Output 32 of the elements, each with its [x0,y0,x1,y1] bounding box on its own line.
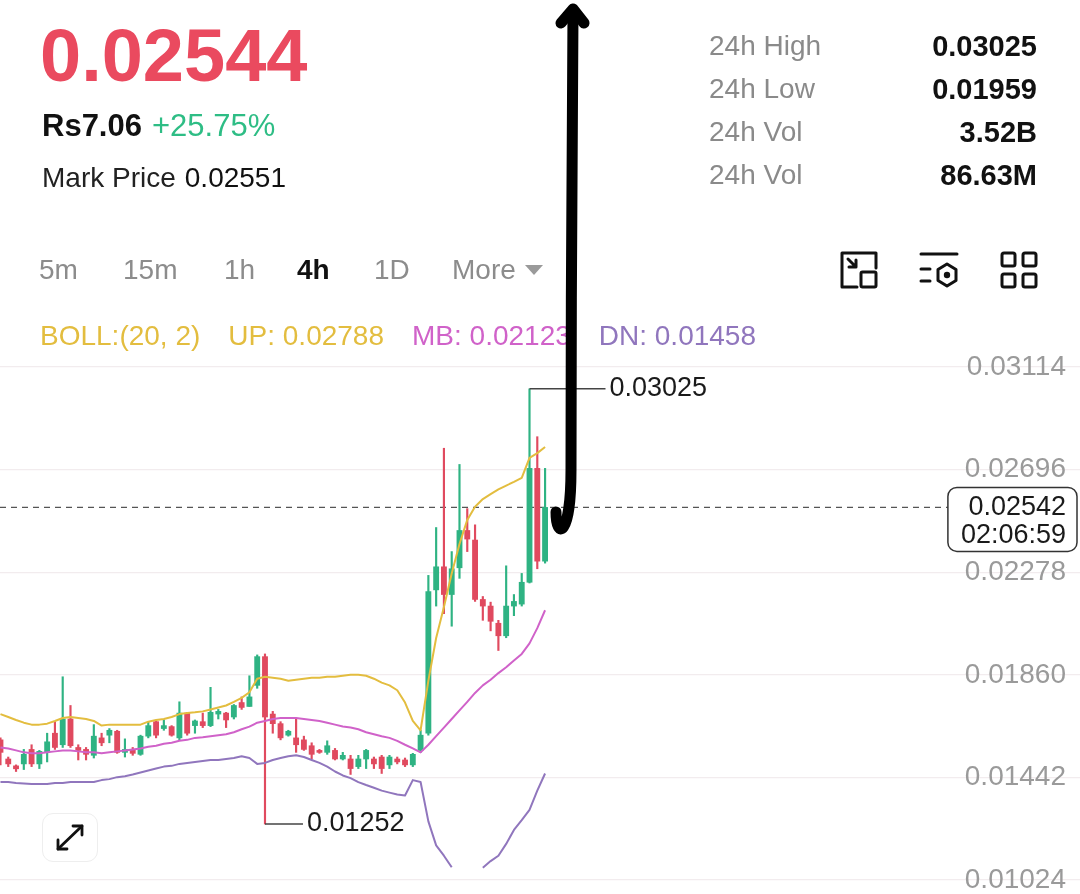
annotation: 0.01252 [306,807,405,838]
text: Rs7.06 [42,108,142,143]
y-tick-label: 0.01860 [964,657,1066,689]
text: 24h Vol [709,116,803,147]
chart-title: 0.02544 [40,14,308,97]
y-tick-label: 0.02696 [964,452,1066,484]
text: 86.63M [940,159,1037,191]
text: 5m [39,254,78,285]
text: 0.02551 [184,162,287,193]
text: DN: 0.01458 [598,320,757,351]
text: 0.02542 [968,490,1066,521]
text: 0.01959 [932,73,1037,105]
text: UP: 0.02788 [228,320,385,351]
text: 24h High [709,30,822,61]
text: 15m [123,254,178,285]
text: +25.75% [151,108,276,143]
text: 0.03025 [932,30,1037,62]
legend-title: BOLL:(20, 2) [40,320,201,351]
text: 3.52B [959,116,1037,148]
text: 1D [374,254,410,285]
y-tick-label: 0.01024 [964,862,1066,894]
text: 24h Low [709,73,815,104]
text: 1h [224,254,256,285]
text: More [452,254,516,285]
text: 24h Vol [709,159,803,190]
y-tick-label: 0.02278 [964,554,1066,586]
text: 0.03025 [609,372,708,403]
text: 02:06:59 [960,518,1066,549]
text: Mark Price [42,162,176,193]
y-tick-label: 0.01442 [964,760,1066,792]
text: 4h [297,254,330,285]
y-tick-label: 0.03114 [966,349,1066,381]
